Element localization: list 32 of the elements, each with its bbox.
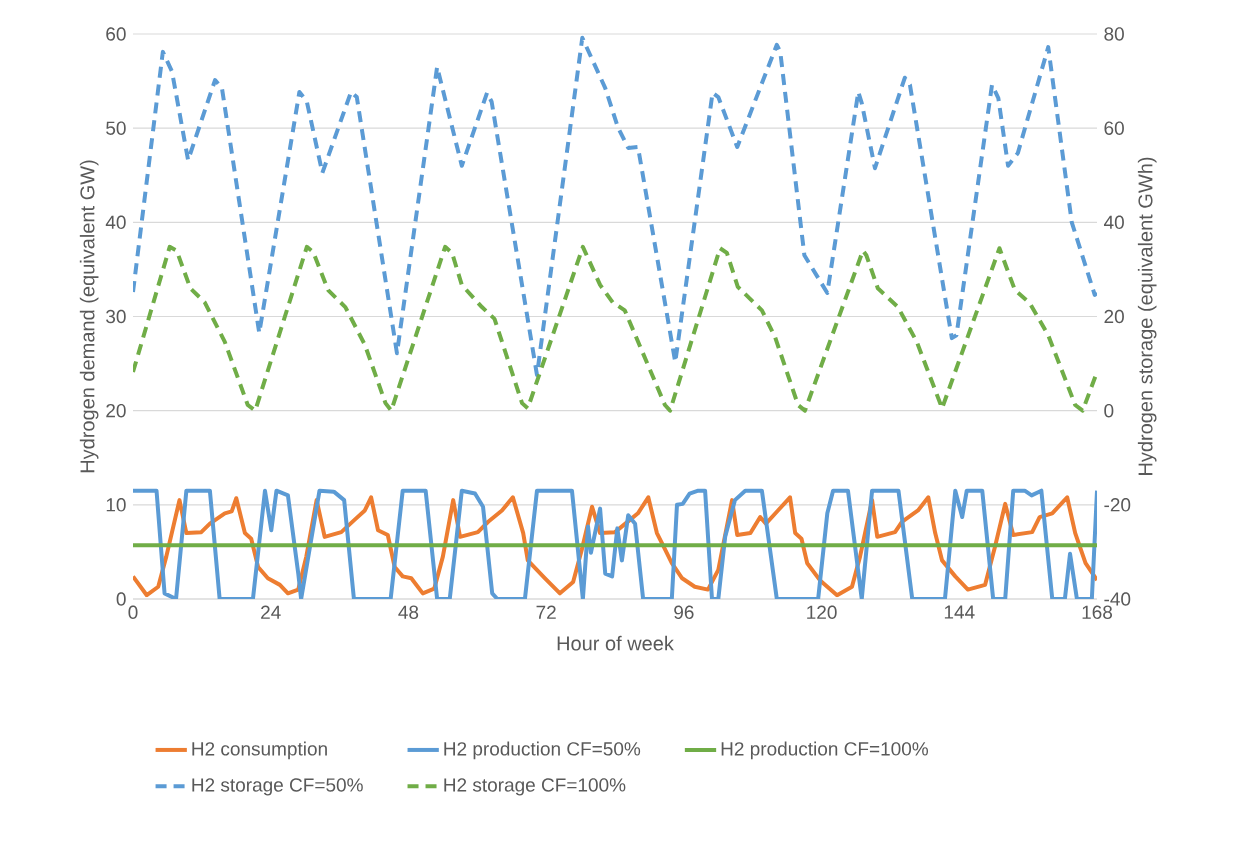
x-tick-label: 0 (128, 605, 138, 619)
y2-axis-title: Hydrogen storage (equivalent GWh) (1137, 157, 1157, 475)
y-tick-label: 30 (106, 309, 126, 324)
y2-tick-label: 20 (1104, 309, 1124, 324)
y2-tick-label: 60 (1104, 121, 1124, 135)
x-tick-label: 48 (398, 605, 419, 619)
y2-tick-label: -20 (1104, 498, 1131, 512)
legend-label: H2 storage CF=100% (444, 778, 626, 796)
x-tick-label: 120 (807, 605, 837, 619)
y-tick-label: 10 (106, 498, 126, 512)
x-tick-label: 96 (674, 605, 694, 619)
line-series (133, 244, 1098, 413)
x-tick-label: 144 (944, 605, 975, 619)
y2-tick-label: 40 (1103, 215, 1124, 230)
y2-tick-label: 80 (1104, 27, 1124, 41)
legend-label: H2 production CF=50% (444, 741, 641, 760)
y-tick-label: 20 (106, 403, 126, 418)
y-axis-title: Hydrogen demand (equivalent GW) (79, 160, 99, 473)
y-tick-label: 0 (116, 592, 126, 606)
legend-label: H2 consumption (192, 741, 327, 760)
y-tick-label: 50 (106, 121, 126, 135)
x-tick-label: 72 (536, 605, 556, 619)
x-tick-label: 168 (1082, 605, 1113, 619)
y2-tick-label: 0 (1104, 403, 1114, 418)
y-tick-label: 40 (105, 215, 126, 230)
legend-label: H2 storage CF=50% (192, 778, 363, 796)
x-axis-title: Hour of week (557, 635, 674, 651)
line-series (133, 35, 1098, 377)
y-tick-label: 60 (106, 27, 126, 41)
y2-tick-label: -40 (1104, 592, 1131, 606)
x-tick-label: 24 (261, 605, 281, 619)
legend-label: H2 production CF=100% (721, 741, 929, 760)
